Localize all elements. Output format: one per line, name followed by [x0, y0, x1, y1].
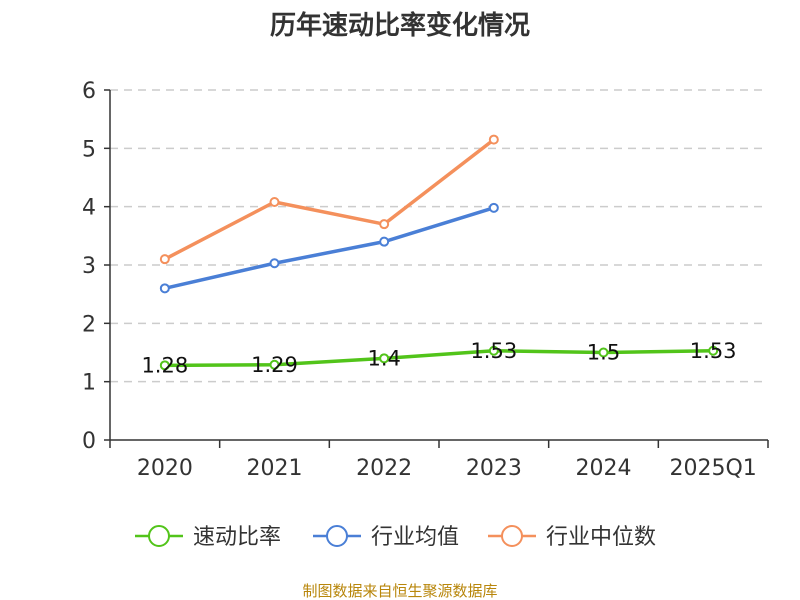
- legend-item: 行业均值: [313, 525, 459, 550]
- data-point: [269, 197, 280, 207]
- source-note: 制图数据来自恒生聚源数据库: [302, 582, 497, 600]
- y-tick-label: 3: [82, 254, 96, 279]
- data-label: 1.29: [251, 353, 298, 377]
- y-tick-label: 5: [82, 137, 96, 162]
- legend-marker: [326, 525, 348, 547]
- series-2: [159, 134, 499, 265]
- x-tick-label: 2023: [466, 456, 522, 481]
- y-tick-label: 2: [82, 312, 96, 337]
- data-point: [159, 360, 170, 371]
- data-point: [159, 283, 170, 294]
- series-line: [164, 206, 495, 291]
- data-point: [598, 347, 609, 358]
- legend-marker: [501, 525, 523, 547]
- data-point: [379, 353, 390, 364]
- data-point: [708, 345, 719, 356]
- series-line: [164, 349, 714, 368]
- data-labels: 1.28 1.29 1.4 1.53 1.5 1.53: [141, 339, 736, 378]
- x-tick-label: 2025Q1: [670, 456, 757, 481]
- series-line: [164, 138, 495, 261]
- y-tick-label: 4: [82, 196, 96, 221]
- data-point: [488, 202, 499, 213]
- data-point: [379, 219, 390, 230]
- legend-item: 速动比率: [135, 525, 281, 550]
- y-tick-label: 6: [82, 79, 96, 104]
- x-tick-label: 2020: [137, 456, 193, 481]
- chart-title: 历年速动比率变化情况: [270, 10, 530, 41]
- x-tick-label: 2022: [356, 456, 412, 481]
- legend-item: 行业中位数: [488, 525, 656, 550]
- data-label: 1.5: [587, 341, 620, 365]
- data-point: [269, 359, 280, 370]
- data-label: 1.53: [690, 339, 737, 363]
- y-tick-label: 0: [82, 429, 96, 454]
- data-point: [488, 134, 499, 145]
- data-point: [269, 258, 280, 269]
- series-group: [159, 134, 719, 371]
- legend-label: 行业中位数: [546, 525, 656, 550]
- data-point: [379, 236, 390, 247]
- x-tick-label: 2024: [576, 456, 632, 481]
- legend-label: 行业均值: [371, 525, 459, 550]
- x-tick-label: 2021: [247, 456, 303, 481]
- data-label: 1.4: [367, 346, 400, 370]
- data-point: [159, 254, 170, 265]
- axes: 0 1 2 3 4 5 6 2020 2021 2022 2023 2024 2025Q1: [82, 79, 769, 481]
- grid: [110, 89, 768, 383]
- legend-label: 速动比率: [193, 525, 281, 550]
- legend-marker: [148, 525, 170, 547]
- series-1: [159, 202, 499, 294]
- legend: 速动比率 行业均值 行业中位数: [135, 525, 656, 550]
- y-tick-label: 1: [82, 371, 96, 396]
- data-point: [488, 345, 499, 356]
- series-0: [159, 345, 719, 371]
- data-label: 1.28: [141, 353, 188, 377]
- data-label: 1.53: [470, 339, 517, 363]
